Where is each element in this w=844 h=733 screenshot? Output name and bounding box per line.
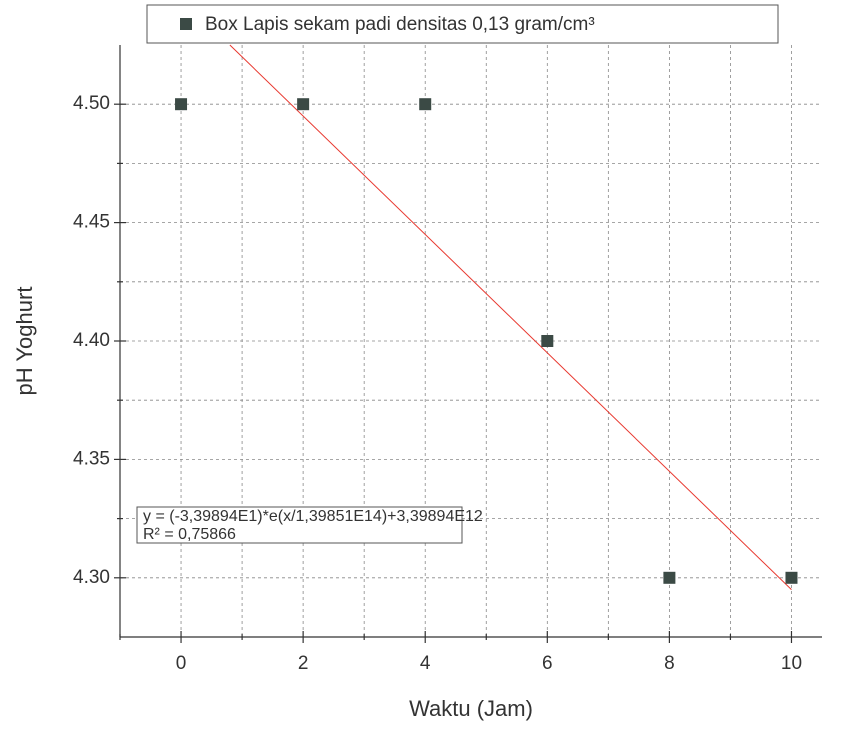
x-tick-label: 8 xyxy=(664,653,675,674)
x-tick-label: 2 xyxy=(298,653,309,674)
annotation: R² = 0,75866 xyxy=(143,526,236,543)
fit-line xyxy=(229,44,792,590)
legend-marker xyxy=(180,18,192,30)
x-axis-label: Waktu (Jam) xyxy=(409,696,533,721)
annotation: y = (-3,39894E1)*e(x/1,39851E14)+3,39894… xyxy=(143,508,483,525)
x-tick-label: 0 xyxy=(176,653,187,674)
y-axis-label: pH Yoghurt xyxy=(12,287,37,396)
y-tick-label: 4.35 xyxy=(73,448,110,469)
annotation-box xyxy=(136,506,463,544)
y-tick-label: 4.40 xyxy=(73,330,110,351)
point xyxy=(419,98,432,111)
point xyxy=(297,98,310,111)
y-tick-label: 4.45 xyxy=(73,212,110,233)
x-tick-label: 10 xyxy=(781,653,802,674)
y-tick-label: 4.50 xyxy=(73,93,110,114)
point xyxy=(541,335,554,347)
legend-box xyxy=(146,4,779,44)
point xyxy=(663,571,676,584)
point xyxy=(175,98,188,111)
x-tick-label: 4 xyxy=(420,653,431,674)
point xyxy=(785,571,798,584)
x-tick-label: 6 xyxy=(542,653,553,674)
legend-label: Box Lapis sekam padi densitas 0,13 gram/… xyxy=(205,14,595,35)
y-tick-label: 4.30 xyxy=(73,567,110,588)
